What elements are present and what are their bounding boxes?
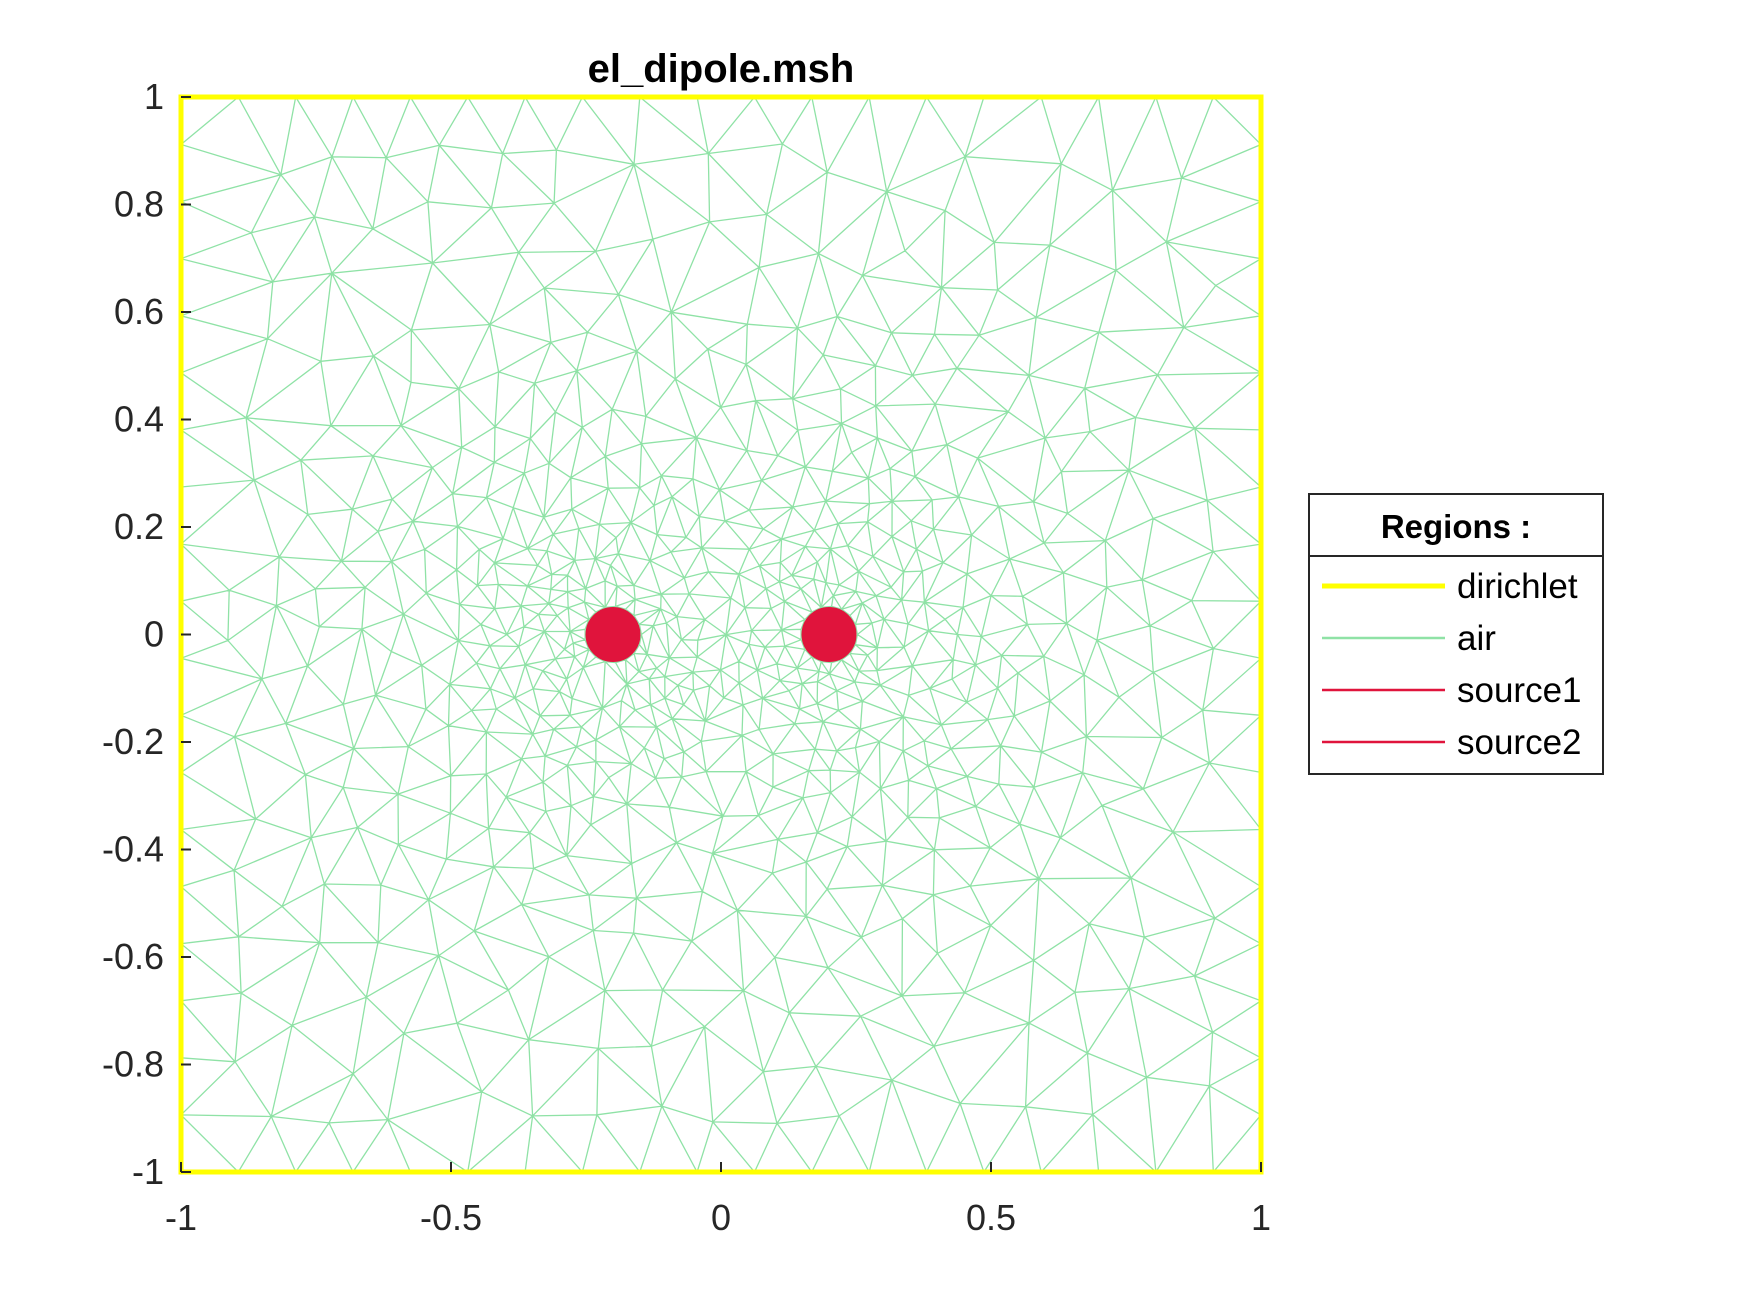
source1-disk <box>585 607 641 662</box>
x-tick-label: 1 <box>1251 1197 1271 1238</box>
y-tick-label: -1 <box>132 1151 164 1192</box>
y-tick-label: 0 <box>144 614 164 655</box>
sources <box>585 607 857 662</box>
legend-box <box>1308 493 1604 775</box>
x-tick-label: 0.5 <box>966 1197 1016 1238</box>
legend: Regions : dirichlet air source1 source2 <box>1308 493 1604 775</box>
source2-disk <box>801 607 857 662</box>
legend-title: Regions : <box>1381 508 1531 545</box>
y-tick-label: -0.8 <box>102 1044 164 1085</box>
chart-title: el_dipole.msh <box>588 47 855 91</box>
y-tick-label: 0.2 <box>114 506 164 547</box>
legend-label-source1: source1 <box>1457 671 1582 710</box>
x-tick-label: -0.5 <box>420 1197 482 1238</box>
y-tick-label: 0.8 <box>114 184 164 225</box>
legend-entries: dirichlet air source1 source2 <box>1322 567 1582 762</box>
legend-label-source2: source2 <box>1457 723 1582 762</box>
y-tick-label: 0.4 <box>114 399 164 440</box>
air-mesh <box>181 97 1261 1172</box>
air-mesh-edges <box>181 97 1261 1172</box>
y-tick-label: 1 <box>144 76 164 117</box>
y-tick-label: -0.6 <box>102 936 164 977</box>
x-tick-label: -1 <box>165 1197 197 1238</box>
y-tick-label: -0.4 <box>102 829 164 870</box>
y-tick-label: -0.2 <box>102 721 164 762</box>
legend-label-dirichlet: dirichlet <box>1457 567 1578 606</box>
x-tick-label: 0 <box>711 1197 731 1238</box>
y-tick-label: 0.6 <box>114 291 164 332</box>
axis-ticks: -1 -0.5 0 0.5 1 -1 -0.8 -0.6 -0.4 -0.2 0 0.2 0.4 0.6 0… <box>102 76 1271 1238</box>
legend-label-air: air <box>1457 619 1496 658</box>
